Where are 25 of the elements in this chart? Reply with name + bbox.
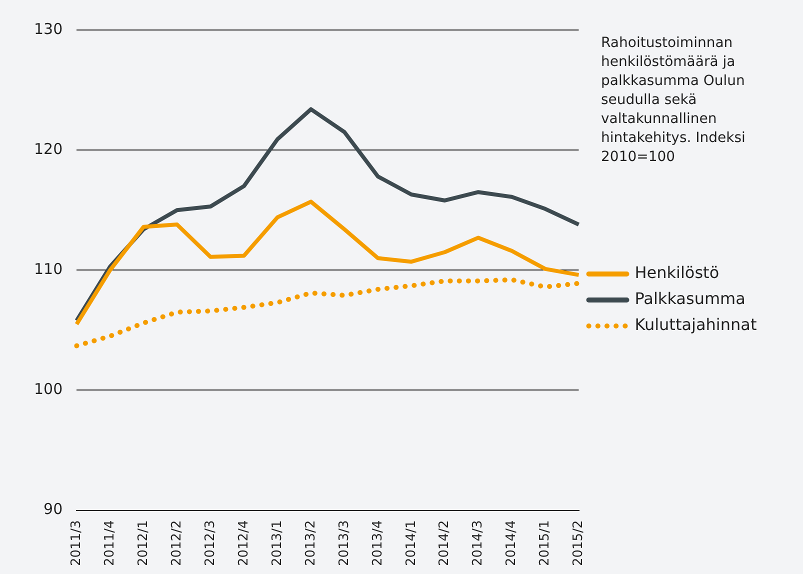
legend-label: Henkilöstö <box>634 263 720 282</box>
legend-label: Palkkasumma <box>634 289 746 308</box>
x-tick-label: 2013/1 <box>270 520 285 566</box>
x-tick-label: 2012/3 <box>202 520 218 566</box>
x-tick-label: 2014/4 <box>504 520 520 566</box>
y-tick-label: 100 <box>34 380 63 398</box>
text: Rahoitustoiminnan henkilöstömäärä ja palkkasumma Oulun seudulla sekä valtakunnallinen hintakehitys. Indeksi 2010=100 <box>601 34 746 167</box>
x-tick-label: 2012/4 <box>236 520 252 566</box>
x-tick-label: 2015/1 <box>538 520 553 566</box>
x-tick-label: 2013/3 <box>336 520 352 566</box>
x-tick-label: 2014/3 <box>470 520 486 566</box>
x-tick-label: 2014/1 <box>404 520 419 566</box>
x-tick-label: 2013/4 <box>370 520 386 566</box>
y-tick-label: 120 <box>34 140 63 158</box>
x-tick-label: 2012/2 <box>169 520 184 566</box>
y-tick-label: 130 <box>34 20 63 38</box>
x-tick-label: 2013/2 <box>303 520 318 566</box>
x-tick-label: 2015/2 <box>571 520 586 566</box>
x-tick-label: 2012/1 <box>136 520 151 566</box>
legend-label: Kuluttajahinnat <box>634 315 757 334</box>
x-tick-label: 2014/2 <box>437 520 452 566</box>
x-tick-label: 2011/4 <box>102 520 118 566</box>
x-tick-label: 2011/3 <box>69 520 84 566</box>
y-tick-label: 90 <box>44 500 63 518</box>
y-tick-label: 110 <box>34 260 63 278</box>
